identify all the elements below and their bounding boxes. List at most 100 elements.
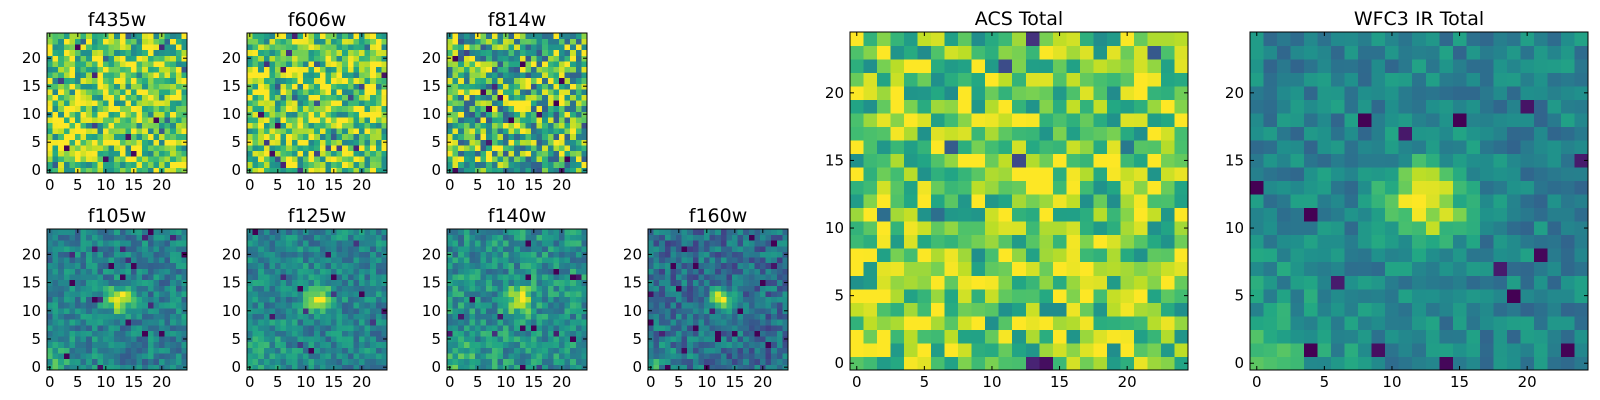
pixel-f140w-8-7: [491, 324, 498, 331]
pixel-f606w-9-17: [297, 72, 304, 79]
pixel-f140w-14-1: [525, 358, 532, 365]
pixel-f105w-2-5: [58, 336, 65, 343]
pixel-f435w-23-3: [175, 150, 182, 157]
pixel-f140w-23-16: [575, 274, 582, 281]
pixel-f606w-12-10: [314, 111, 321, 118]
pixel-f105w-14-19: [125, 257, 132, 264]
pixel-f606w-8-21: [291, 49, 298, 56]
pixel-f435w-2-4: [58, 145, 65, 151]
pixel-f606w-12-23: [314, 38, 321, 45]
pixel-f160w-21-21: [765, 245, 772, 252]
pixel-f125w-15-3: [331, 347, 337, 354]
pixel-acs-total-12-12: [1012, 194, 1027, 209]
pixel-f814w-15-11: [531, 105, 537, 112]
pixel-f814w-24-11: [581, 105, 588, 112]
pixel-f125w-10-10: [303, 307, 309, 314]
pixel-f814w-13-24: [519, 33, 526, 39]
pixel-f140w-16-0: [536, 364, 543, 371]
pixel-f105w-9-22: [97, 240, 104, 247]
pixel-f125w-3-8: [263, 319, 270, 326]
pixel-f140w-21-17: [564, 268, 571, 275]
pixel-f125w-7-24: [286, 229, 293, 236]
pixel-f125w-9-5: [297, 336, 304, 343]
pixel-f606w-10-7: [303, 128, 309, 135]
pixel-f140w-8-16: [491, 274, 498, 281]
pixel-f140w-7-13: [486, 291, 493, 298]
pixel-f435w-22-10: [170, 111, 177, 118]
pixel-f814w-1-0: [452, 167, 459, 174]
pixel-f125w-6-22: [280, 240, 287, 247]
pixel-f814w-3-6: [463, 133, 470, 140]
pixel-f105w-9-11: [97, 302, 104, 309]
pixel-acs-total-5-5: [917, 288, 932, 303]
pixel-f435w-15-21: [131, 49, 137, 56]
pixel-f160w-17-16: [743, 274, 750, 281]
pixel-f814w-17-11: [542, 105, 549, 112]
pixel-f105w-5-21: [75, 245, 81, 252]
pixel-acs-total-9-9: [971, 234, 986, 249]
pixel-f814w-12-17: [514, 72, 521, 79]
pixel-f606w-18-22: [347, 44, 354, 51]
pixel-f105w-4-17: [69, 268, 76, 275]
pixel-f140w-8-3: [491, 347, 498, 354]
pixel-f435w-16-5: [136, 139, 143, 146]
pixel-f160w-2-0: [659, 364, 666, 371]
pixel-f435w-1-11: [52, 105, 59, 112]
pixel-f125w-3-24: [263, 229, 270, 236]
pixel-f814w-19-4: [553, 145, 560, 151]
pixel-f105w-2-18: [58, 262, 65, 269]
pixel-f606w-3-24: [263, 33, 270, 39]
pixel-f140w-1-9: [452, 313, 459, 320]
pixel-f814w-4-12: [469, 100, 476, 107]
pixel-f814w-13-9: [519, 117, 526, 123]
pixel-f435w-23-13: [175, 94, 182, 101]
pixel-f814w-3-1: [463, 161, 470, 168]
pixel-f160w-10-15: [704, 279, 710, 286]
pixel-f125w-10-23: [303, 234, 309, 241]
pixel-f606w-16-5: [336, 139, 343, 146]
pixel-f105w-4-23: [69, 234, 76, 241]
pixel-f606w-1-0: [252, 167, 259, 174]
pixel-f125w-7-22: [286, 240, 293, 247]
pixel-f160w-17-8: [743, 319, 750, 326]
pixel-f160w-23-8: [776, 319, 783, 326]
pixel-f435w-17-5: [142, 139, 149, 146]
pixel-f140w-6-20: [480, 251, 487, 258]
pixel-f814w-1-4: [452, 145, 459, 151]
pixel-f160w-15-16: [732, 274, 738, 281]
pixel-f125w-15-5: [331, 336, 337, 343]
pixel-f606w-19-22: [353, 44, 360, 51]
pixel-f125w-5-19: [275, 257, 281, 264]
pixel-f125w-2-14: [258, 285, 265, 292]
pixel-f814w-12-21: [514, 49, 521, 56]
pixel-f125w-4-15: [269, 279, 276, 286]
pixel-f160w-9-14: [698, 285, 705, 292]
pixel-f125w-21-2: [364, 353, 371, 360]
pixel-f606w-3-23: [263, 38, 270, 45]
pixel-f125w-21-6: [364, 330, 371, 337]
pixel-acs-total-24-9: [1174, 234, 1189, 249]
pixel-f105w-7-2: [86, 353, 93, 360]
pixel-f606w-24-8: [381, 122, 388, 129]
pixel-f140w-10-8: [503, 319, 509, 326]
pixel-f125w-7-9: [286, 313, 293, 320]
pixel-f105w-17-7: [142, 324, 149, 331]
pixel-f105w-21-1: [164, 358, 171, 365]
pixel-f105w-9-23: [97, 234, 104, 241]
pixel-acs-total-20-6: [1120, 275, 1135, 290]
pixel-f105w-6-13: [80, 291, 87, 298]
pixel-f140w-5-17: [475, 268, 481, 275]
pixel-f606w-12-12: [314, 100, 321, 107]
pixel-f125w-19-4: [353, 341, 360, 348]
pixel-acs-total-3-3: [890, 315, 905, 330]
pixel-f125w-6-3: [280, 347, 287, 354]
pixel-f125w-5-23: [275, 234, 281, 241]
pixel-f140w-7-12: [486, 296, 493, 303]
pixel-f606w-23-14: [375, 89, 382, 95]
pixel-f814w-2-14: [458, 89, 465, 95]
pixel-f105w-24-24: [181, 229, 188, 236]
pixel-f140w-18-13: [547, 291, 554, 298]
pixel-f435w-15-8: [131, 122, 137, 129]
pixel-f435w-16-13: [136, 94, 143, 101]
pixel-acs-total-3-4: [890, 302, 905, 317]
